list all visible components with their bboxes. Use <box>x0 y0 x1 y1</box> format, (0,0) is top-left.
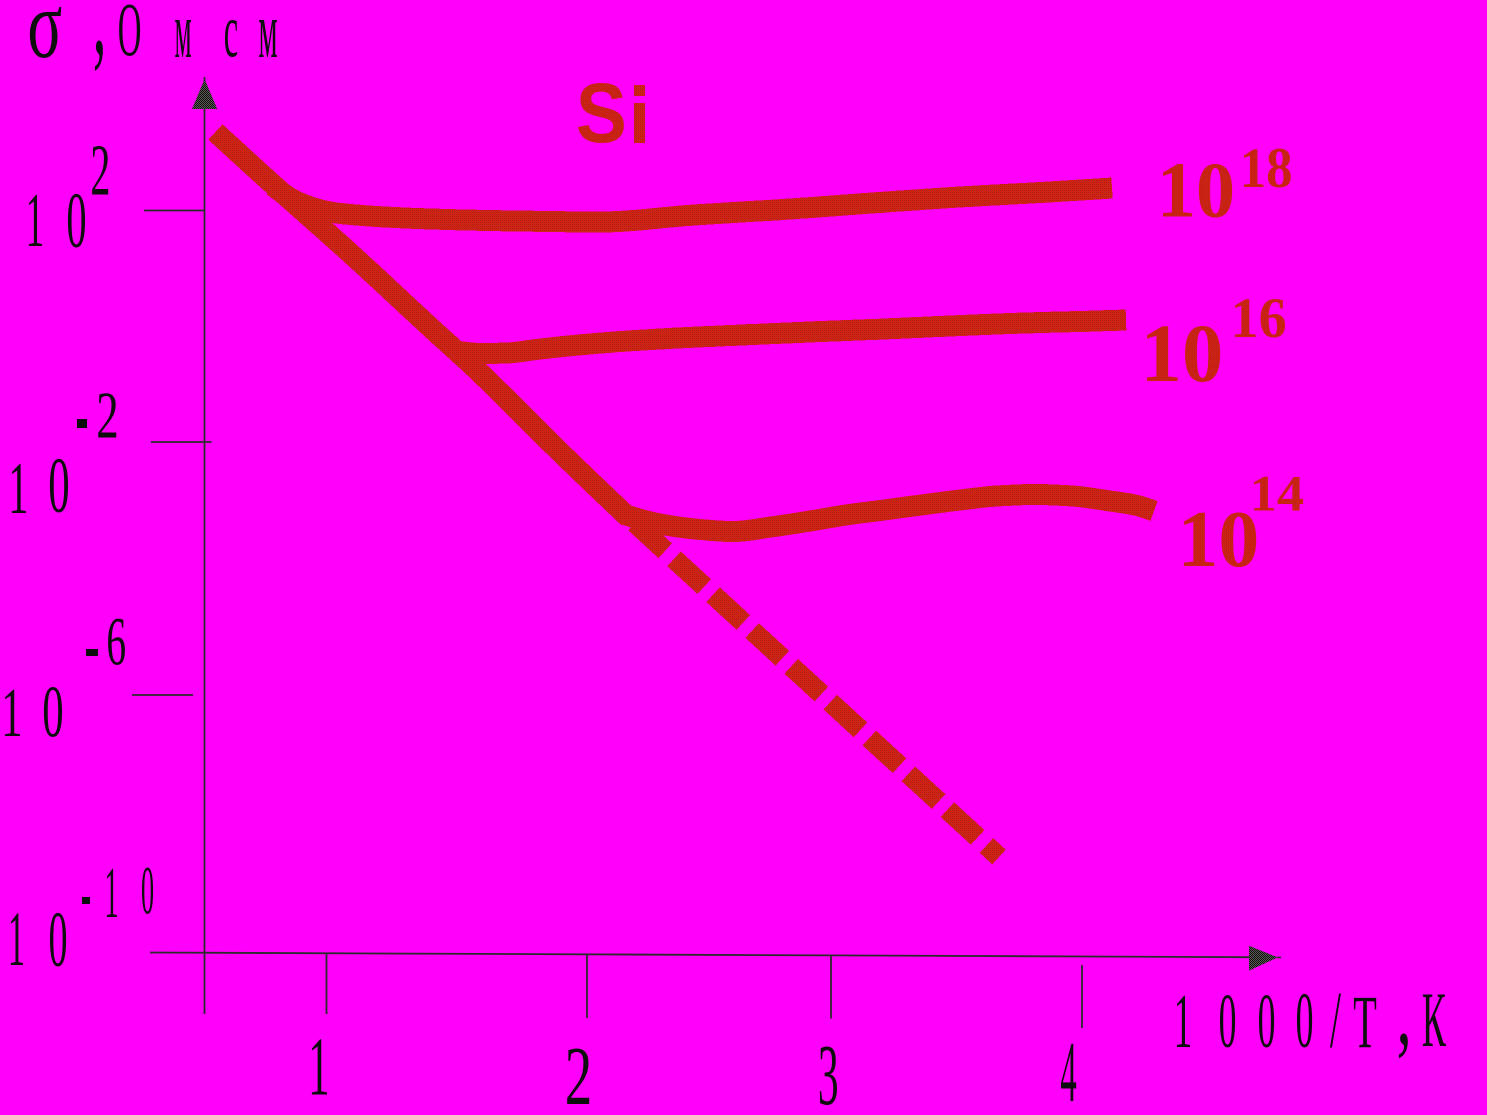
svg-text:0: 0 <box>1296 977 1314 1065</box>
svg-text:T: T <box>1353 980 1377 1063</box>
svg-text:6: 6 <box>106 605 126 681</box>
svg-text:10: 10 <box>1177 493 1259 583</box>
svg-text:1: 1 <box>26 178 45 263</box>
svg-text:1: 1 <box>1 673 22 751</box>
svg-text:σ: σ <box>27 0 62 78</box>
svg-text:1: 1 <box>1174 979 1193 1064</box>
svg-text:1: 1 <box>308 1021 329 1110</box>
svg-text:/: / <box>1330 975 1341 1064</box>
svg-text:м: м <box>258 0 277 76</box>
svg-text:2: 2 <box>90 130 110 211</box>
svg-text:10: 10 <box>1140 307 1223 399</box>
svg-text:2: 2 <box>565 1031 592 1110</box>
svg-text:1: 1 <box>8 896 25 983</box>
svg-text:2: 2 <box>96 379 119 453</box>
svg-text:16: 16 <box>1231 286 1287 350</box>
svg-text:м: м <box>174 0 191 74</box>
svg-text:0: 0 <box>48 897 67 984</box>
svg-text:,: , <box>1397 958 1412 1065</box>
svg-text:4: 4 <box>1060 1026 1076 1110</box>
svg-text:,: , <box>93 0 106 78</box>
svg-text:0: 0 <box>141 854 154 929</box>
svg-text:18: 18 <box>1240 136 1293 199</box>
svg-text:0: 0 <box>48 441 69 529</box>
svg-text:0: 0 <box>42 672 63 754</box>
svg-text:0: 0 <box>1219 978 1237 1064</box>
svg-text:К: К <box>1422 977 1447 1064</box>
svg-text:3: 3 <box>818 1028 839 1110</box>
svg-text:0: 0 <box>66 176 86 264</box>
svg-text:10: 10 <box>1157 146 1235 235</box>
svg-text:1: 1 <box>8 447 28 529</box>
svg-text:с: с <box>224 0 238 73</box>
svg-text:S: S <box>576 67 627 161</box>
svg-text:14: 14 <box>1250 466 1304 522</box>
svg-text:О: О <box>118 0 142 72</box>
svg-text:0: 0 <box>1258 978 1276 1064</box>
svg-text:1: 1 <box>104 853 118 933</box>
